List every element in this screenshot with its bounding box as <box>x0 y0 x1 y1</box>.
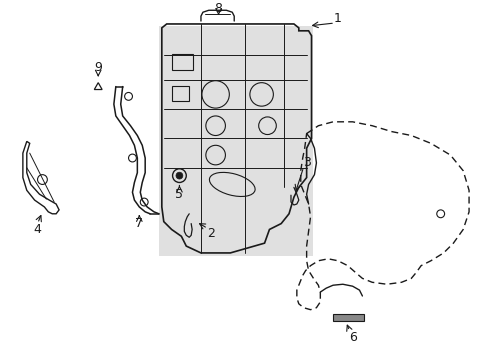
Text: 5: 5 <box>175 188 183 201</box>
Text: 4: 4 <box>34 223 41 236</box>
Text: 7: 7 <box>135 217 143 230</box>
Text: 3: 3 <box>302 156 310 170</box>
Text: 6: 6 <box>348 330 356 343</box>
Bar <box>171 54 193 70</box>
Text: 8: 8 <box>214 2 222 15</box>
Text: 1: 1 <box>333 12 341 24</box>
Bar <box>171 86 189 101</box>
Bar <box>332 314 364 321</box>
Text: 2: 2 <box>206 227 214 240</box>
Circle shape <box>176 172 183 179</box>
Polygon shape <box>159 26 313 256</box>
Text: 9: 9 <box>94 60 102 73</box>
